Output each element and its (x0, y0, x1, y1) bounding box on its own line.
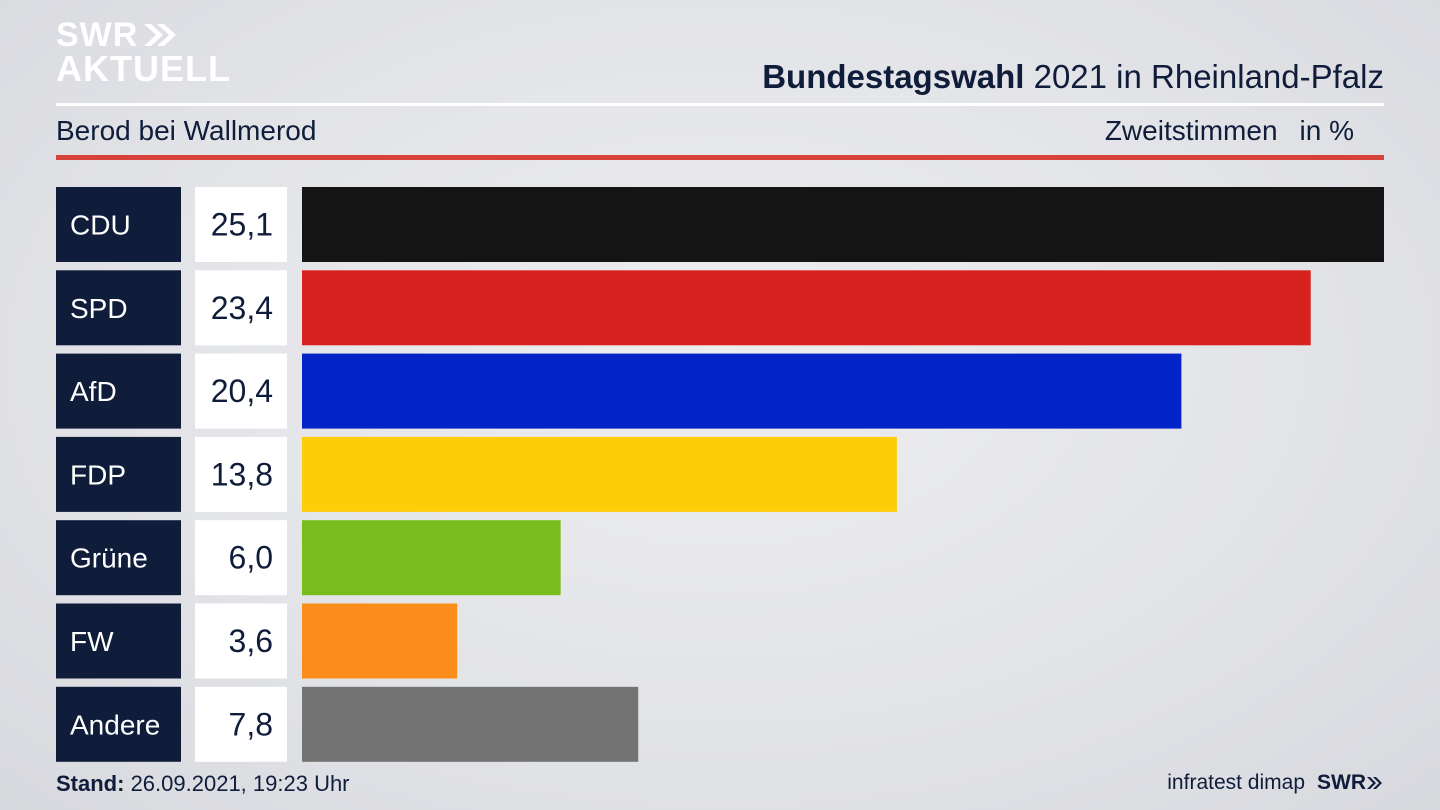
party-label-cdu: CDU (70, 210, 131, 241)
logo-line2: AKTUELL (56, 48, 231, 89)
swr-aktuell-logo: SWR AKTUELL (56, 16, 231, 89)
stand-value: 26.09.2021, 19:23 Uhr (124, 771, 350, 796)
bar-andere (302, 686, 639, 762)
bar-fw (302, 603, 458, 679)
accent-divider (56, 155, 1384, 160)
title-divider (56, 103, 1384, 106)
party-label-box-fdp (56, 436, 181, 512)
party-label-andere: Andere (70, 709, 160, 740)
measure-unit: in % (1299, 115, 1354, 146)
party-label-box-afd (56, 353, 181, 429)
value-label-spd: 23,4 (211, 290, 273, 326)
value-box-cdu (195, 187, 287, 262)
value-label-afd: 20,4 (211, 373, 273, 409)
chart-title: Bundestagswahl 2021 in Rheinland-Pfalz (762, 58, 1384, 96)
party-label-afd: AfD (70, 376, 117, 407)
party-label-box-grne (56, 520, 181, 596)
timestamp: Stand: 26.09.2021, 19:23 Uhr (56, 771, 350, 797)
location-label: Berod bei Wallmerod (56, 115, 317, 146)
value-label-andere: 7,8 (229, 706, 273, 742)
swr-brand: SWR (1317, 771, 1384, 795)
value-label-fdp: 13,8 (211, 456, 273, 492)
double-chevron-icon (1367, 777, 1382, 789)
party-label-box-cdu (56, 187, 181, 262)
party-label-box-spd (56, 270, 181, 346)
measure-name: Zweitstimmen (1104, 115, 1278, 146)
party-label-spd: SPD (70, 293, 128, 324)
value-label-grne: 6,0 (229, 540, 273, 576)
title-rest: 2021 in Rheinland-Pfalz (1024, 58, 1384, 95)
party-label-fw: FW (70, 626, 114, 657)
measure-label: Zweitstimmen in % (1105, 115, 1354, 147)
bar-cdu (302, 187, 1384, 262)
value-label-cdu: 25,1 (211, 207, 273, 243)
double-chevron-icon (142, 22, 178, 48)
party-label-fdp: FDP (70, 459, 126, 490)
logo-line1: SWR (56, 16, 139, 54)
value-box-fw (195, 603, 287, 679)
source-label: infratest dimap (1167, 771, 1305, 794)
bar-fdp (302, 436, 897, 512)
value-box-andere (195, 686, 287, 762)
stand-label: Stand: (56, 771, 125, 796)
party-label-box-andere (56, 686, 181, 762)
bar-grne (302, 520, 561, 596)
swr-brand-text: SWR (1317, 771, 1366, 794)
value-label-fw: 3,6 (229, 623, 273, 659)
title-bold: Bundestagswahl (762, 58, 1025, 95)
bar-afd (302, 353, 1182, 429)
party-label-grne: Grüne (70, 543, 148, 574)
value-box-grne (195, 520, 287, 596)
source-credit: infratest dimap SWR (1167, 771, 1384, 795)
value-box-fdp (195, 436, 287, 512)
value-box-spd (195, 270, 287, 346)
party-label-box-fw (56, 603, 181, 679)
value-box-afd (195, 353, 287, 429)
bar-spd (302, 270, 1311, 346)
